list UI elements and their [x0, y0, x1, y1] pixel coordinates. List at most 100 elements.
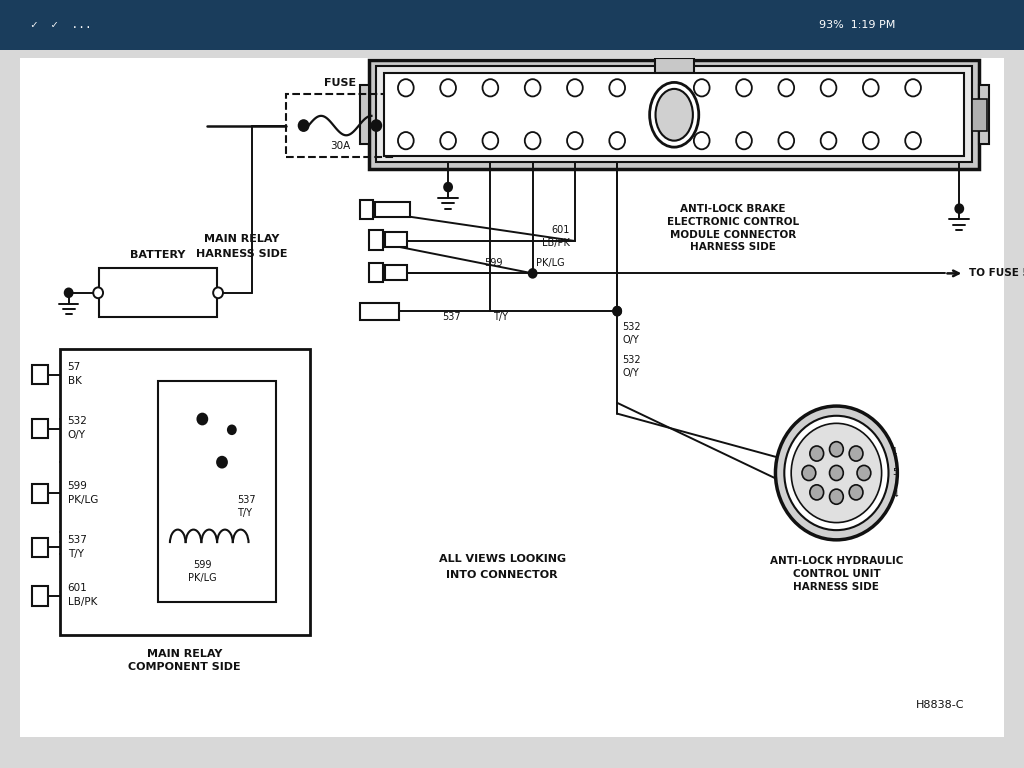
- Text: PK/LG: PK/LG: [68, 495, 98, 505]
- Bar: [59, 349, 310, 635]
- Ellipse shape: [649, 82, 698, 147]
- Circle shape: [792, 423, 882, 522]
- Text: 30A: 30A: [330, 141, 350, 151]
- Circle shape: [613, 306, 622, 316]
- Text: 4: 4: [893, 490, 898, 499]
- Circle shape: [528, 269, 537, 278]
- Circle shape: [398, 132, 414, 149]
- Circle shape: [372, 120, 381, 131]
- Circle shape: [810, 485, 823, 500]
- Circle shape: [398, 79, 414, 97]
- Text: 532: 532: [623, 323, 641, 333]
- Circle shape: [829, 465, 844, 481]
- Bar: [370, 263, 383, 282]
- Text: MAIN RELAY: MAIN RELAY: [147, 649, 222, 659]
- Text: 57: 57: [68, 362, 81, 372]
- Bar: [359, 200, 374, 220]
- Circle shape: [736, 79, 752, 97]
- Text: HARNESS SIDE: HARNESS SIDE: [690, 243, 776, 253]
- Circle shape: [829, 442, 844, 457]
- Circle shape: [820, 79, 837, 97]
- Circle shape: [482, 132, 499, 149]
- Bar: [654, 58, 694, 73]
- Text: H8838-C: H8838-C: [915, 700, 965, 710]
- Bar: [33, 365, 48, 385]
- Circle shape: [217, 457, 227, 468]
- Text: MODULE CONNECTOR: MODULE CONNECTOR: [670, 230, 797, 240]
- Circle shape: [849, 485, 863, 500]
- Bar: [972, 98, 987, 131]
- Text: O/Y: O/Y: [623, 368, 639, 378]
- Circle shape: [829, 489, 844, 505]
- Circle shape: [905, 132, 921, 149]
- Circle shape: [609, 132, 625, 149]
- Circle shape: [810, 446, 823, 461]
- Text: PK/LG: PK/LG: [536, 257, 564, 267]
- Bar: [370, 60, 979, 169]
- Bar: [33, 538, 48, 557]
- Circle shape: [905, 79, 921, 97]
- Circle shape: [613, 306, 622, 316]
- Bar: [33, 484, 48, 503]
- Bar: [376, 202, 410, 217]
- Bar: [158, 381, 276, 602]
- Text: O/Y: O/Y: [623, 336, 639, 346]
- Circle shape: [784, 415, 889, 530]
- Text: O/Y: O/Y: [68, 430, 86, 440]
- Circle shape: [863, 132, 879, 149]
- Bar: [99, 268, 217, 316]
- Bar: [384, 73, 965, 156]
- Text: T/Y: T/Y: [68, 549, 84, 559]
- Text: PK/LG: PK/LG: [188, 573, 217, 583]
- Text: MAIN RELAY: MAIN RELAY: [204, 233, 280, 244]
- Text: 601: 601: [552, 225, 570, 235]
- Circle shape: [65, 289, 73, 297]
- Text: 532: 532: [623, 355, 641, 365]
- Text: 599: 599: [194, 560, 212, 570]
- Text: ELECTRONIC CONTROL: ELECTRONIC CONTROL: [667, 217, 800, 227]
- Circle shape: [198, 414, 207, 425]
- Bar: [385, 233, 407, 247]
- Circle shape: [778, 132, 795, 149]
- Text: 537: 537: [442, 312, 461, 322]
- Circle shape: [857, 465, 870, 481]
- Circle shape: [444, 183, 452, 191]
- Circle shape: [440, 132, 456, 149]
- Text: 1: 1: [893, 447, 898, 456]
- Text: 5: 5: [893, 468, 898, 478]
- Text: 599: 599: [68, 481, 87, 491]
- Bar: [286, 94, 394, 157]
- Circle shape: [299, 120, 308, 131]
- Text: T/Y: T/Y: [237, 508, 252, 518]
- Text: LB/PK: LB/PK: [542, 238, 570, 248]
- Circle shape: [849, 446, 863, 461]
- Text: HARNESS SIDE: HARNESS SIDE: [196, 249, 288, 259]
- Ellipse shape: [655, 89, 693, 141]
- Bar: [33, 419, 48, 439]
- Bar: [359, 84, 370, 144]
- Text: ALL VIEWS LOOKING: ALL VIEWS LOOKING: [438, 554, 565, 564]
- Text: LB/PK: LB/PK: [68, 598, 97, 607]
- Circle shape: [482, 79, 499, 97]
- Circle shape: [778, 79, 795, 97]
- Text: TO FUSE 5: TO FUSE 5: [969, 268, 1024, 278]
- Text: FUSE: FUSE: [324, 78, 356, 88]
- Text: 93%  1:19 PM: 93% 1:19 PM: [819, 20, 896, 31]
- Text: COMPONENT SIDE: COMPONENT SIDE: [128, 662, 241, 672]
- Text: 599: 599: [484, 257, 503, 267]
- Text: T/Y: T/Y: [494, 312, 508, 322]
- Text: 537: 537: [237, 495, 255, 505]
- Text: ANTI-LOCK HYDRAULIC: ANTI-LOCK HYDRAULIC: [770, 557, 903, 567]
- Circle shape: [213, 287, 223, 298]
- Circle shape: [775, 406, 897, 540]
- Bar: [385, 265, 407, 280]
- Bar: [33, 586, 48, 606]
- Text: ✓  ✓  ...: ✓ ✓ ...: [31, 20, 91, 31]
- Text: BATTERY: BATTERY: [130, 250, 185, 260]
- Circle shape: [694, 79, 710, 97]
- Circle shape: [694, 132, 710, 149]
- Circle shape: [524, 79, 541, 97]
- Circle shape: [863, 79, 879, 97]
- Bar: [370, 230, 383, 250]
- Text: ANTI-LOCK BRAKE: ANTI-LOCK BRAKE: [680, 204, 786, 214]
